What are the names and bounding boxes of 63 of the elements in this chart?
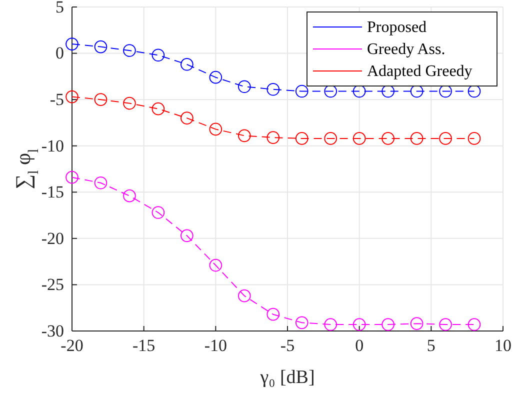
x-tick-label: 0	[355, 336, 364, 356]
y-tick-label: -25	[41, 275, 64, 294]
y-tick-label: 5	[56, 0, 64, 16]
point	[180, 58, 194, 71]
point	[238, 80, 251, 94]
point	[209, 70, 222, 84]
point	[209, 122, 222, 136]
point	[352, 132, 366, 145]
point	[439, 84, 452, 98]
point	[410, 317, 424, 330]
point	[324, 318, 338, 331]
point	[66, 170, 78, 184]
legend-label: Adapted Greedy	[367, 63, 472, 80]
point	[152, 48, 165, 62]
y-tick-label: 0	[56, 44, 64, 63]
point	[123, 44, 136, 57]
point	[180, 112, 194, 124]
point	[352, 84, 366, 98]
point	[324, 84, 338, 98]
y-tick-label: -30	[41, 321, 64, 340]
y-tick-label: -15	[41, 182, 64, 202]
point	[410, 84, 424, 98]
x-tick-label: -15	[132, 336, 156, 356]
point	[468, 132, 481, 145]
point	[439, 318, 452, 331]
point	[66, 90, 78, 104]
point	[94, 176, 108, 190]
point	[382, 132, 394, 145]
x-tick-label: -5	[280, 336, 295, 356]
point	[66, 38, 78, 50]
y-tick-label: -10	[41, 136, 64, 156]
point	[468, 318, 481, 331]
point	[266, 82, 280, 96]
point	[439, 132, 452, 145]
point	[209, 258, 222, 272]
point	[180, 229, 194, 242]
point	[238, 289, 251, 302]
y-tick-label: -5	[50, 90, 64, 110]
legend-label: Proposed	[367, 19, 427, 36]
point	[94, 40, 108, 54]
point	[152, 102, 165, 116]
point	[152, 206, 165, 219]
legend-label: Greedy Ass.	[367, 41, 446, 58]
x-axis-title: γ₀ [dB]	[259, 367, 315, 388]
point	[123, 189, 136, 202]
point	[295, 132, 308, 145]
point	[468, 84, 481, 98]
point	[123, 96, 136, 110]
point	[324, 132, 338, 145]
point	[295, 316, 308, 330]
y-tick-label: -20	[41, 228, 64, 248]
x-tick-label: 10	[494, 336, 512, 356]
point	[295, 84, 308, 98]
point	[382, 84, 394, 98]
point	[382, 318, 394, 331]
x-tick-label: 5	[426, 336, 436, 356]
point	[238, 129, 251, 142]
point	[266, 308, 280, 321]
point	[94, 93, 108, 106]
point	[352, 318, 366, 331]
point	[266, 131, 280, 144]
point	[410, 132, 424, 145]
x-tick-label: -10	[204, 336, 228, 356]
